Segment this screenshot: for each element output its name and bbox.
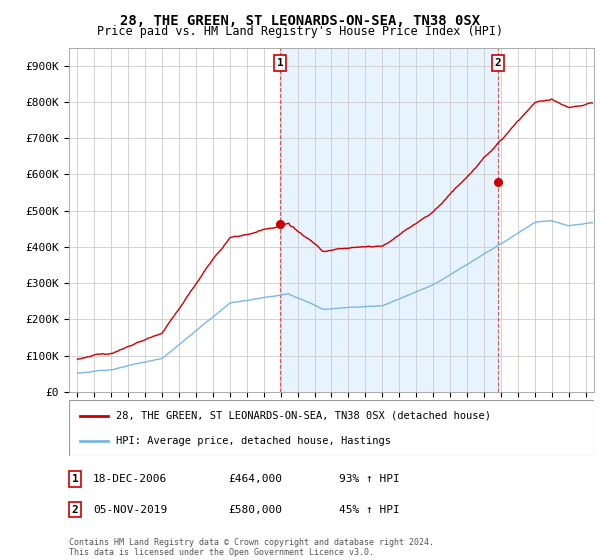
Text: 18-DEC-2006: 18-DEC-2006 bbox=[93, 474, 167, 484]
Text: 1: 1 bbox=[71, 474, 79, 484]
Text: 05-NOV-2019: 05-NOV-2019 bbox=[93, 505, 167, 515]
Text: £464,000: £464,000 bbox=[228, 474, 282, 484]
FancyBboxPatch shape bbox=[69, 400, 594, 456]
Text: 2: 2 bbox=[495, 58, 502, 68]
Text: 28, THE GREEN, ST LEONARDS-ON-SEA, TN38 0SX (detached house): 28, THE GREEN, ST LEONARDS-ON-SEA, TN38 … bbox=[116, 410, 491, 421]
Text: Contains HM Land Registry data © Crown copyright and database right 2024.
This d: Contains HM Land Registry data © Crown c… bbox=[69, 538, 434, 557]
Text: 45% ↑ HPI: 45% ↑ HPI bbox=[339, 505, 400, 515]
Text: HPI: Average price, detached house, Hastings: HPI: Average price, detached house, Hast… bbox=[116, 436, 391, 446]
Text: 28, THE GREEN, ST LEONARDS-ON-SEA, TN38 0SX: 28, THE GREEN, ST LEONARDS-ON-SEA, TN38 … bbox=[120, 14, 480, 28]
Text: £580,000: £580,000 bbox=[228, 505, 282, 515]
Text: Price paid vs. HM Land Registry's House Price Index (HPI): Price paid vs. HM Land Registry's House … bbox=[97, 25, 503, 38]
Text: 2: 2 bbox=[71, 505, 79, 515]
Text: 1: 1 bbox=[277, 58, 283, 68]
Bar bbox=[280, 48, 498, 392]
Text: 93% ↑ HPI: 93% ↑ HPI bbox=[339, 474, 400, 484]
